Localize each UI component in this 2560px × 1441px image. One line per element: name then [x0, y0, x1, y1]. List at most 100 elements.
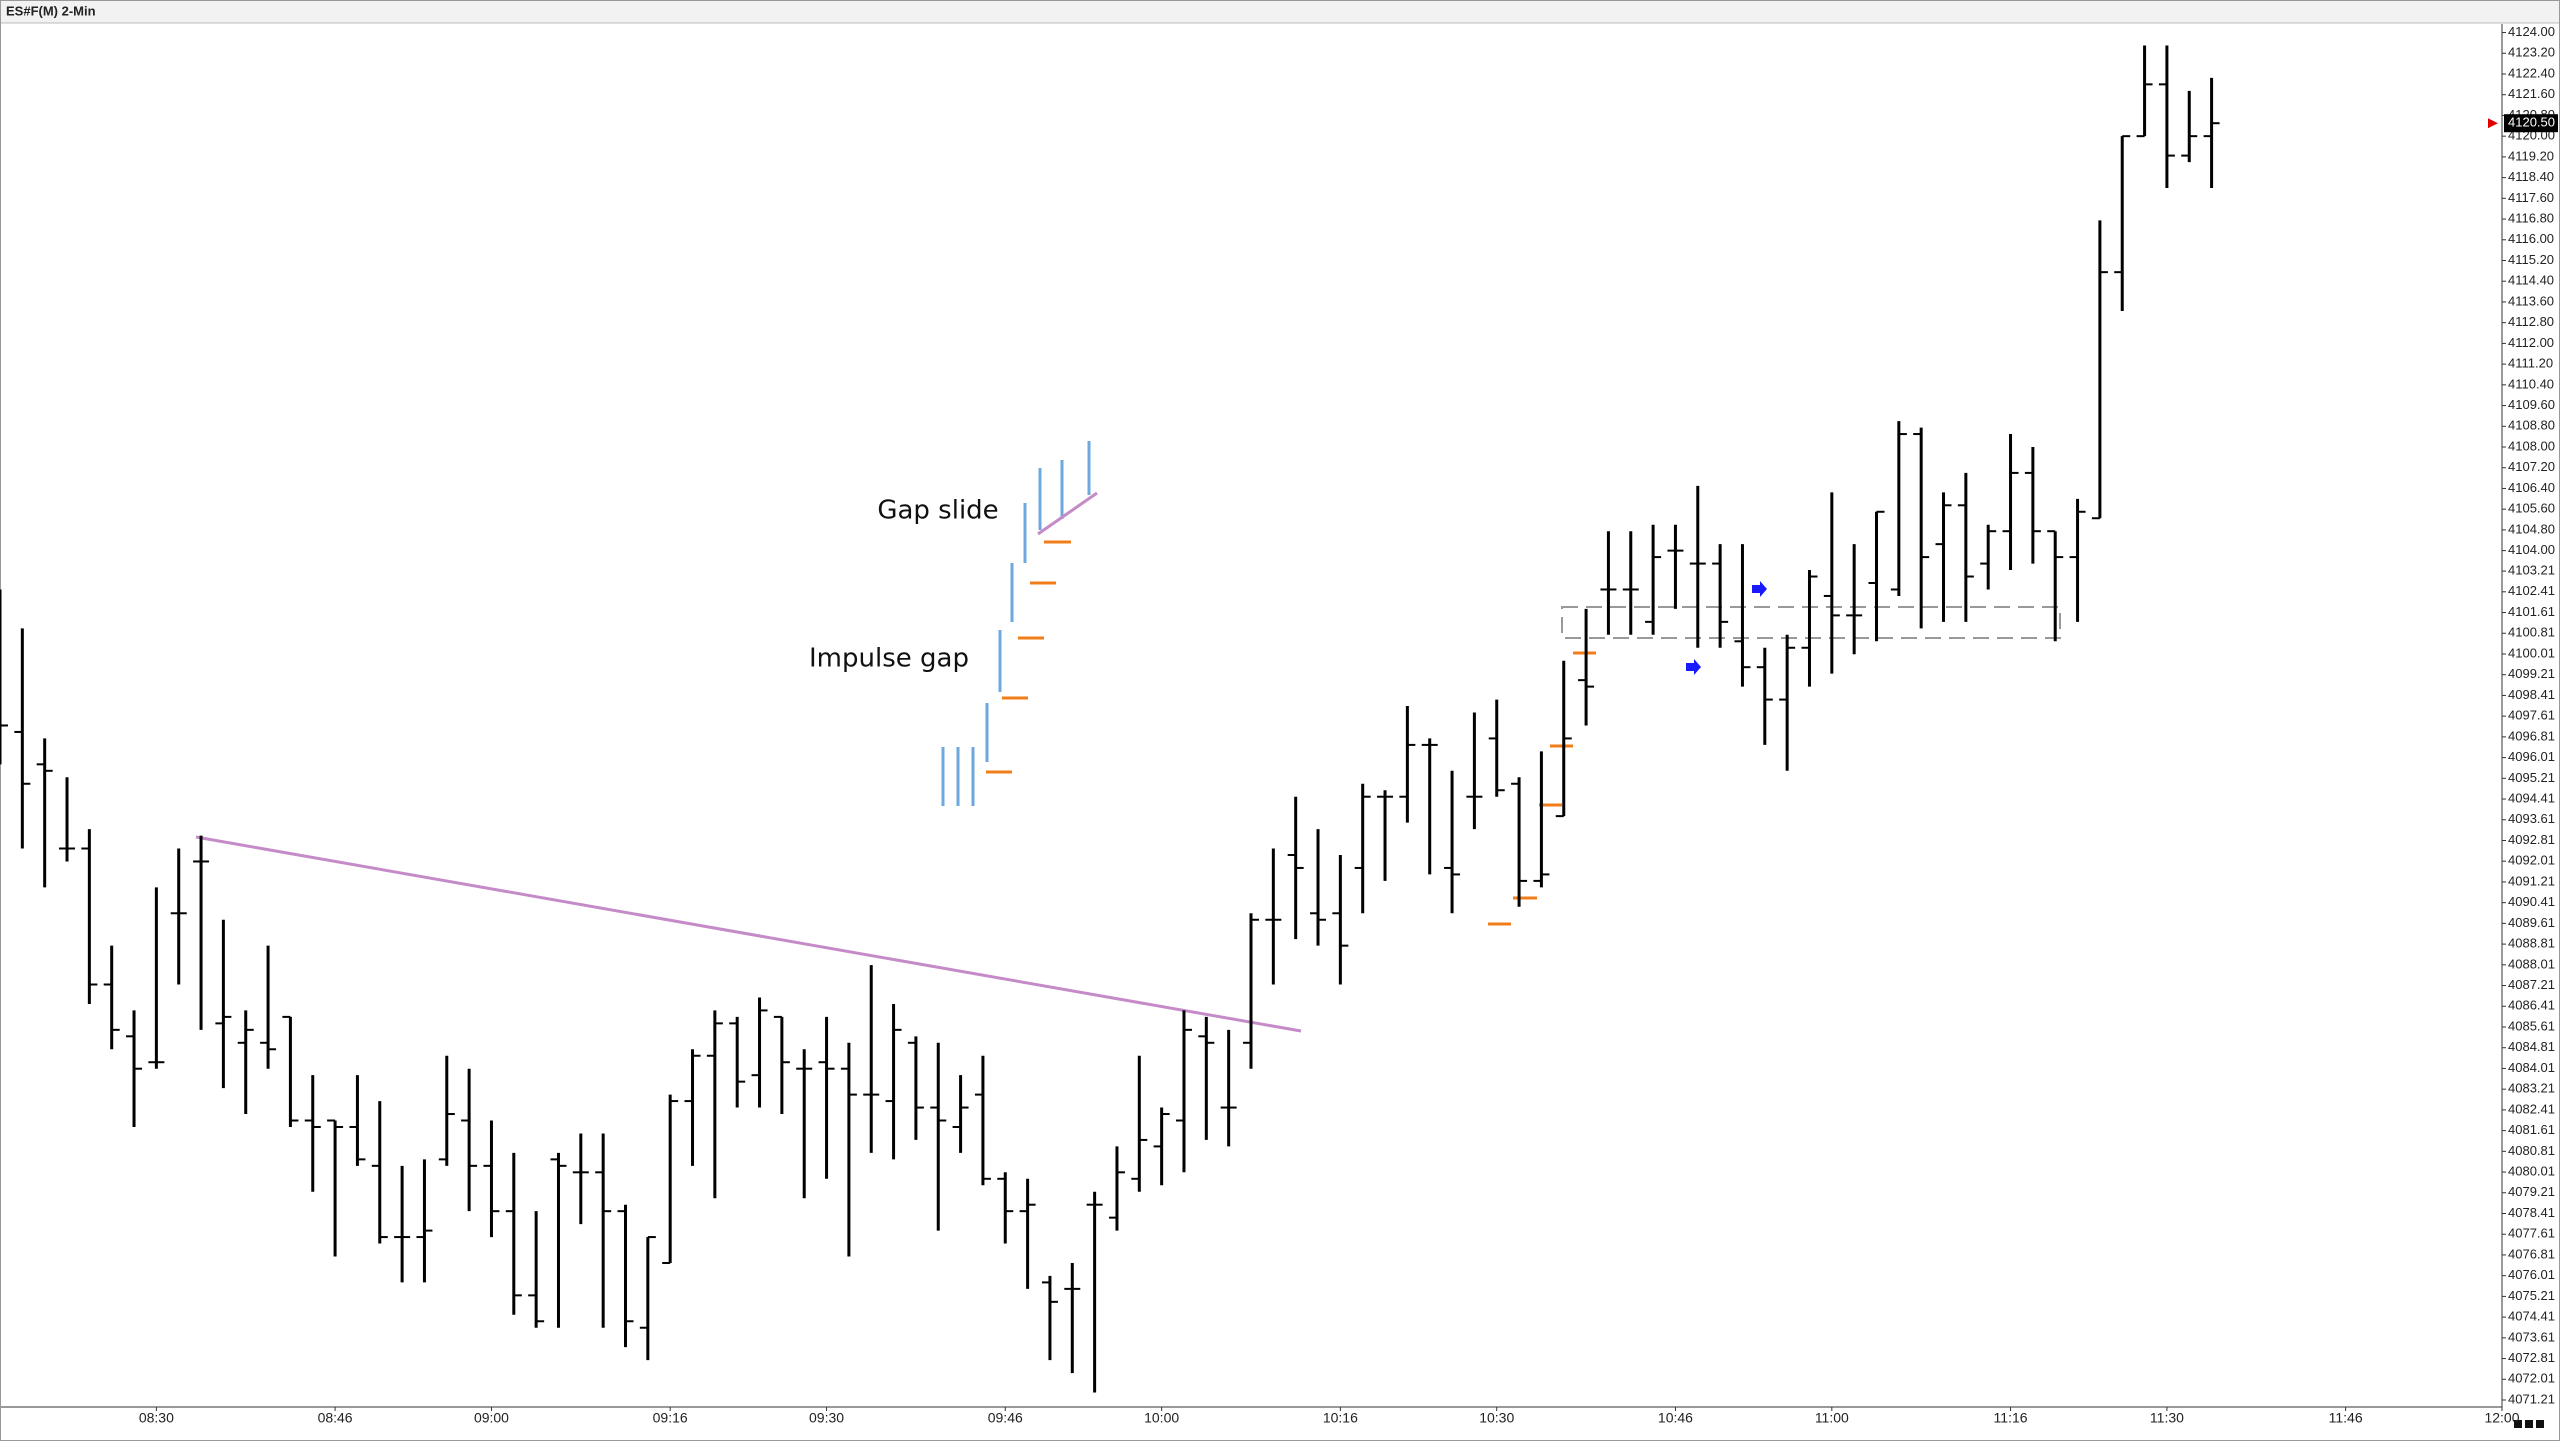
icon [2514, 1420, 2522, 1428]
y-tick-label: 4106.40 [2508, 480, 2555, 495]
y-tick-label: 4104.00 [2508, 542, 2555, 557]
x-tick-label: 11:00 [1815, 1410, 1849, 1426]
y-tick-label: 4116.00 [2508, 231, 2554, 246]
icon [2525, 1420, 2533, 1428]
y-tick-label: 4115.20 [2508, 252, 2554, 267]
y-tick-label: 4096.81 [2508, 728, 2555, 743]
y-tick-label: 4089.61 [2508, 915, 2555, 930]
y-tick-label: 4086.41 [2508, 998, 2555, 1013]
y-tick-label: 4108.80 [2508, 418, 2555, 433]
y-tick-label: 4084.81 [2508, 1039, 2555, 1054]
y-tick-label: 4123.20 [2508, 45, 2555, 60]
price-arrow [2488, 118, 2498, 129]
y-tick-label: 4077.61 [2508, 1226, 2555, 1241]
y-tick-label: 4085.61 [2508, 1018, 2555, 1033]
y-tick-label: 4122.40 [2508, 65, 2555, 80]
y-tick-label: 4090.41 [2508, 894, 2555, 909]
y-tick-label: 4083.21 [2508, 1081, 2555, 1096]
chart-title: ES#F(M) 2-Min [6, 3, 96, 18]
y-tick-label: 4082.41 [2508, 1101, 2555, 1116]
y-tick-label: 4107.20 [2508, 459, 2555, 474]
trend-line [195, 835, 1302, 1033]
corner-icons [2514, 1420, 2544, 1428]
price-label: 4120.50 [2508, 115, 2555, 130]
y-tick-label: 4101.61 [2508, 604, 2555, 619]
arrow-marker [1686, 659, 1701, 675]
x-tick-label: 09:16 [653, 1410, 688, 1426]
title-bar [0, 0, 2560, 24]
y-tick-label: 4091.21 [2508, 873, 2555, 888]
y-tick-label: 4112.00 [2508, 335, 2554, 350]
y-tick-label: 4076.81 [2508, 1246, 2555, 1261]
y-tick-label: 4096.01 [2508, 749, 2555, 764]
y-tick-label: 4080.81 [2508, 1143, 2555, 1158]
y-tick-label: 4076.01 [2508, 1267, 2555, 1282]
y-tick-label: 4100.81 [2508, 625, 2555, 640]
x-tick-label: 10:00 [1144, 1410, 1179, 1426]
y-tick-label: 4114.40 [2508, 273, 2554, 288]
y-tick-label: 4071.21 [2508, 1391, 2555, 1406]
x-tick-label: 10:30 [1479, 1410, 1514, 1426]
price-marker [2504, 114, 2558, 133]
y-tick-label: 4078.41 [2508, 1205, 2555, 1220]
y-tick-label: 4087.21 [2508, 977, 2555, 992]
y-tick-label: 4093.61 [2508, 811, 2555, 826]
y-tick-label: 4102.41 [2508, 583, 2555, 598]
y-tick-label: 4097.61 [2508, 708, 2555, 723]
y-tick-label: 4118.40 [2508, 169, 2554, 184]
y-tick-label: 4108.00 [2508, 438, 2555, 453]
y-tick-label: 4094.41 [2508, 790, 2555, 805]
y-tick-label: 4079.21 [2508, 1184, 2555, 1199]
annotation: Impulse gap [809, 644, 969, 674]
y-tick-label: 4084.01 [2508, 1060, 2555, 1075]
y-tick-label: 4111.20 [2508, 356, 2553, 371]
y-tick-label: 4100.01 [2508, 645, 2555, 660]
y-tick-label: 4119.20 [2508, 148, 2554, 163]
arrow-marker [1752, 581, 1767, 597]
x-tick-label: 12:00 [2484, 1410, 2519, 1426]
y-tick-label: 4095.21 [2508, 770, 2555, 785]
y-tick-label: 4103.21 [2508, 563, 2555, 578]
x-tick-label: 10:16 [1323, 1410, 1358, 1426]
x-tick-label: 09:30 [809, 1410, 844, 1426]
x-tick-label: 11:16 [1994, 1410, 2028, 1426]
y-tick-label: 4088.01 [2508, 956, 2555, 971]
x-tick-label: 09:00 [474, 1410, 509, 1426]
y-tick-label: 4072.01 [2508, 1371, 2555, 1386]
y-tick-label: 4113.60 [2508, 293, 2554, 308]
x-tick-label: 11:46 [2329, 1410, 2363, 1426]
y-tick-label: 4073.61 [2508, 1329, 2555, 1344]
x-tick-label: 09:46 [988, 1410, 1023, 1426]
illustration-bars [941, 441, 1091, 806]
y-tick-label: 4072.81 [2508, 1350, 2555, 1365]
y-tick-label: 4099.21 [2508, 666, 2555, 681]
marker-group [986, 540, 1596, 926]
y-tick-label: 4074.41 [2508, 1309, 2555, 1324]
y-tick-label: 4110.40 [2508, 376, 2554, 391]
y-tick-label: 4075.21 [2508, 1288, 2555, 1303]
y-tick-label: 4112.80 [2508, 314, 2554, 329]
y-tick-label: 4109.60 [2508, 397, 2555, 412]
x-tick-label: 08:30 [139, 1410, 174, 1426]
y-tick-label: 4080.01 [2508, 1163, 2555, 1178]
y-tick-label: 4088.81 [2508, 936, 2555, 951]
y-tick-label: 4105.60 [2508, 501, 2555, 516]
range-box [1561, 606, 2061, 639]
x-tick-label: 11:30 [2150, 1410, 2184, 1426]
y-tick-label: 4104.80 [2508, 521, 2555, 536]
y-tick-label: 4121.60 [2508, 86, 2555, 101]
y-tick-label: 4098.41 [2508, 687, 2555, 702]
annotation: Gap slide [877, 496, 998, 526]
icon [2536, 1420, 2544, 1428]
x-tick-label: 10:46 [1658, 1410, 1693, 1426]
y-tick-label: 4116.80 [2508, 210, 2554, 225]
y-tick-label: 4117.60 [2508, 190, 2554, 205]
y-tick-label: 4124.00 [2508, 24, 2555, 39]
y-tick-label: 4092.01 [2508, 853, 2555, 868]
x-tick-label: 08:46 [318, 1410, 353, 1426]
y-tick-label: 4092.81 [2508, 832, 2555, 847]
slide-line [1037, 491, 1098, 536]
